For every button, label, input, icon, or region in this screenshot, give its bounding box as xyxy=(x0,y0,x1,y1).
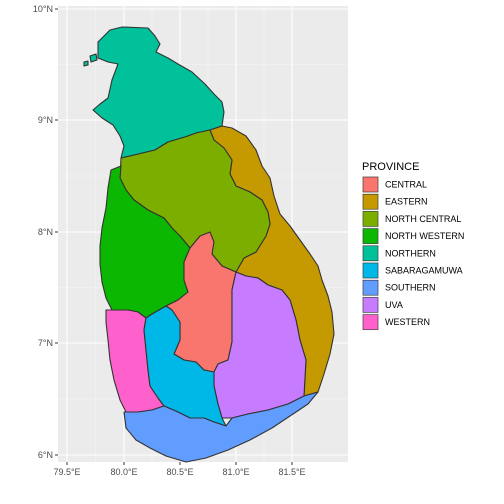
legend-swatch xyxy=(362,228,379,244)
legend-swatch xyxy=(362,297,379,313)
legend-label: NORTH WESTERN xyxy=(385,231,464,241)
province-southern xyxy=(123,391,319,463)
legend-label: EASTERN xyxy=(385,197,428,207)
y-tick-label: 8°N xyxy=(38,227,53,237)
legend-swatch xyxy=(362,211,379,227)
legend-label: CENTRAL xyxy=(385,180,427,190)
legend: PROVINCE CENTRAL EASTERN NORTH CENTRAL NORT… xyxy=(362,161,464,331)
provinces xyxy=(83,26,335,463)
x-axis: 79.5°E 80.0°E 80.5°E 81.0°E 81.5°E xyxy=(53,462,306,477)
legend-label: NORTHERN xyxy=(385,248,436,258)
y-tick-label: 7°N xyxy=(38,338,53,348)
legend-swatch xyxy=(362,279,379,296)
legend-label: UVA xyxy=(385,300,403,310)
legend-swatch xyxy=(362,262,379,279)
legend-swatch xyxy=(362,314,379,330)
legend-swatch xyxy=(362,245,379,262)
legend-label: NORTH CENTRAL xyxy=(385,214,461,224)
legend-label: WESTERN xyxy=(385,317,430,327)
legend-swatch xyxy=(362,193,379,210)
y-axis: 10°N 9°N 8°N 7°N 6°N xyxy=(33,4,58,460)
y-tick-label: 6°N xyxy=(38,450,53,460)
x-tick-label: 80.5°E xyxy=(166,467,193,477)
x-tick-label: 81.5°E xyxy=(278,467,305,477)
x-tick-label: 80.0°E xyxy=(110,467,137,477)
legend-label: SOUTHERN xyxy=(385,283,436,293)
legend-swatch xyxy=(362,176,379,193)
province-northern-islet xyxy=(83,60,89,67)
legend-label: SABARAGAMUWA xyxy=(385,266,463,276)
legend-title: PROVINCE xyxy=(362,161,419,173)
y-tick-label: 10°N xyxy=(33,4,53,14)
x-tick-label: 81.0°E xyxy=(222,467,249,477)
x-tick-label: 79.5°E xyxy=(53,467,80,477)
y-tick-label: 9°N xyxy=(38,115,53,125)
province-northern-islet xyxy=(89,53,98,63)
province-sabaragamuwa xyxy=(143,305,227,427)
